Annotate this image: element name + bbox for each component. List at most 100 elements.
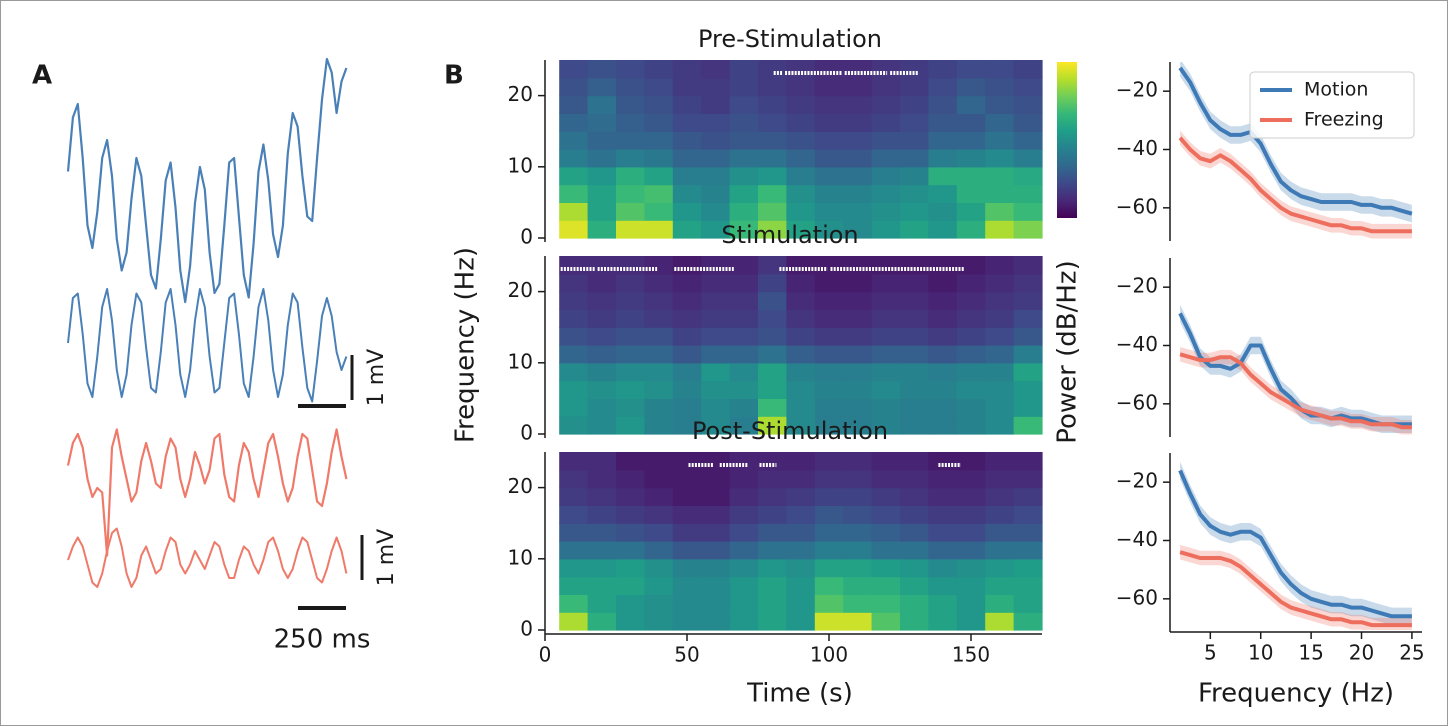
heatmap-cell	[985, 60, 1015, 79]
heatmap-cell	[587, 184, 617, 203]
heatmap-cell	[956, 398, 986, 417]
heatmap-cell	[956, 523, 986, 542]
heatmap-cell	[814, 362, 844, 382]
heatmap-cell	[871, 612, 901, 631]
heatmap-cell	[985, 131, 1015, 150]
heatmap-cell	[985, 327, 1015, 346]
heatmap-cell	[871, 60, 901, 79]
heatmap-cell	[758, 523, 787, 542]
heatmap-cell	[559, 576, 589, 595]
heatmap-cell	[729, 416, 759, 435]
heatmap-cell	[786, 60, 816, 79]
y-axis-label: Frequency (Hz)	[451, 247, 481, 443]
heatmap-cell	[644, 273, 674, 293]
heatmap-cell	[985, 612, 1015, 631]
heatmap-cell	[559, 273, 589, 293]
heatmap-cell	[956, 576, 986, 595]
heatmap-cell	[786, 77, 816, 97]
heatmap-cell	[843, 131, 873, 150]
heatmap-cell	[814, 113, 844, 132]
heatmap-cell	[956, 327, 986, 346]
y-tick-label: 20	[508, 278, 533, 302]
heatmap-cell	[871, 345, 901, 364]
heatmap-cell	[559, 469, 589, 489]
heatmap-cell	[928, 273, 958, 293]
heatmap-cell	[814, 380, 844, 399]
heatmap-cell	[672, 523, 702, 542]
heatmap-cell	[616, 291, 645, 310]
heatmap-cell	[985, 469, 1015, 489]
heatmap-cell	[900, 113, 929, 132]
heatmap-cell	[644, 380, 674, 399]
heatmap-cell	[985, 416, 1015, 435]
heatmap-cell	[985, 345, 1015, 364]
heatmap-cell	[871, 184, 901, 203]
heatmap-cell	[871, 95, 901, 114]
heatmap-cell	[786, 184, 816, 203]
heatmap-cell	[985, 184, 1015, 203]
heatmap-cell	[928, 576, 958, 595]
heatmap-cell	[900, 558, 929, 578]
heatmap-cell	[559, 487, 589, 506]
heatmap-cell	[871, 149, 901, 168]
heatmap-cell	[616, 558, 645, 578]
heatmap-cell	[985, 291, 1015, 310]
heatmap-cell	[644, 594, 674, 613]
heatmap-cell	[956, 149, 986, 168]
heatmap-cell	[985, 558, 1015, 578]
heatmap-cell	[616, 149, 645, 168]
heatmap-cell	[900, 60, 929, 79]
heatmap-cell	[900, 452, 929, 471]
heatmap-cell	[871, 113, 901, 132]
heatmap-cell	[985, 487, 1015, 506]
heatmap-cell	[871, 362, 901, 382]
heatmap-cell	[701, 220, 731, 239]
heatmap-cell	[786, 256, 816, 275]
heatmap-cell	[559, 149, 589, 168]
colorbar	[1057, 62, 1077, 218]
heatmap-cell	[985, 256, 1015, 275]
heatmap-cell	[928, 309, 958, 328]
heatmap-cell	[871, 505, 901, 524]
trace	[67, 288, 348, 403]
heatmap-cell	[1013, 166, 1043, 186]
heatmap-cell	[843, 291, 873, 310]
heatmap-cell	[672, 612, 702, 631]
heatmap-cell	[729, 558, 759, 578]
panel-label: B	[444, 61, 464, 91]
heatmap-cell	[786, 327, 816, 346]
heatmap-cell	[928, 398, 958, 417]
heatmap-cell	[758, 487, 787, 506]
heatmap-cell	[701, 452, 731, 471]
heatmap-cell	[1013, 60, 1043, 79]
heatmap-cell	[729, 291, 759, 310]
heatmap-cell	[616, 220, 645, 239]
heatmap-cell	[644, 452, 674, 471]
heatmap-cell	[758, 202, 787, 221]
heatmap-cell	[900, 469, 929, 489]
heatmap-cell	[985, 113, 1015, 132]
plot-area	[1178, 304, 1412, 435]
heatmap-cell	[843, 220, 873, 239]
heatmap-cell	[729, 95, 759, 114]
heatmap-cell	[559, 131, 589, 150]
heatmap-cell	[758, 166, 787, 186]
x-tick-label: 0	[539, 643, 552, 667]
heatmap-cell	[616, 416, 645, 435]
heatmap-cell	[672, 594, 702, 613]
heatmap-cell	[956, 113, 986, 132]
heatmap-cell	[758, 576, 787, 595]
heatmap-cell	[956, 60, 986, 79]
heatmap-cell	[729, 594, 759, 613]
heatmap-cell	[814, 594, 844, 613]
heatmap-cell	[559, 558, 589, 578]
heatmap-cell	[900, 380, 929, 399]
heatmap-cell	[786, 362, 816, 382]
heatmap-cell	[786, 113, 816, 132]
heatmap-cell	[701, 523, 731, 542]
y-tick-label: 20	[508, 82, 533, 106]
heatmap-cell	[587, 541, 617, 560]
heatmap-cell	[928, 505, 958, 524]
x-tick-label: 15	[1298, 641, 1323, 665]
scale-bar-label: 1 mV	[374, 529, 399, 586]
